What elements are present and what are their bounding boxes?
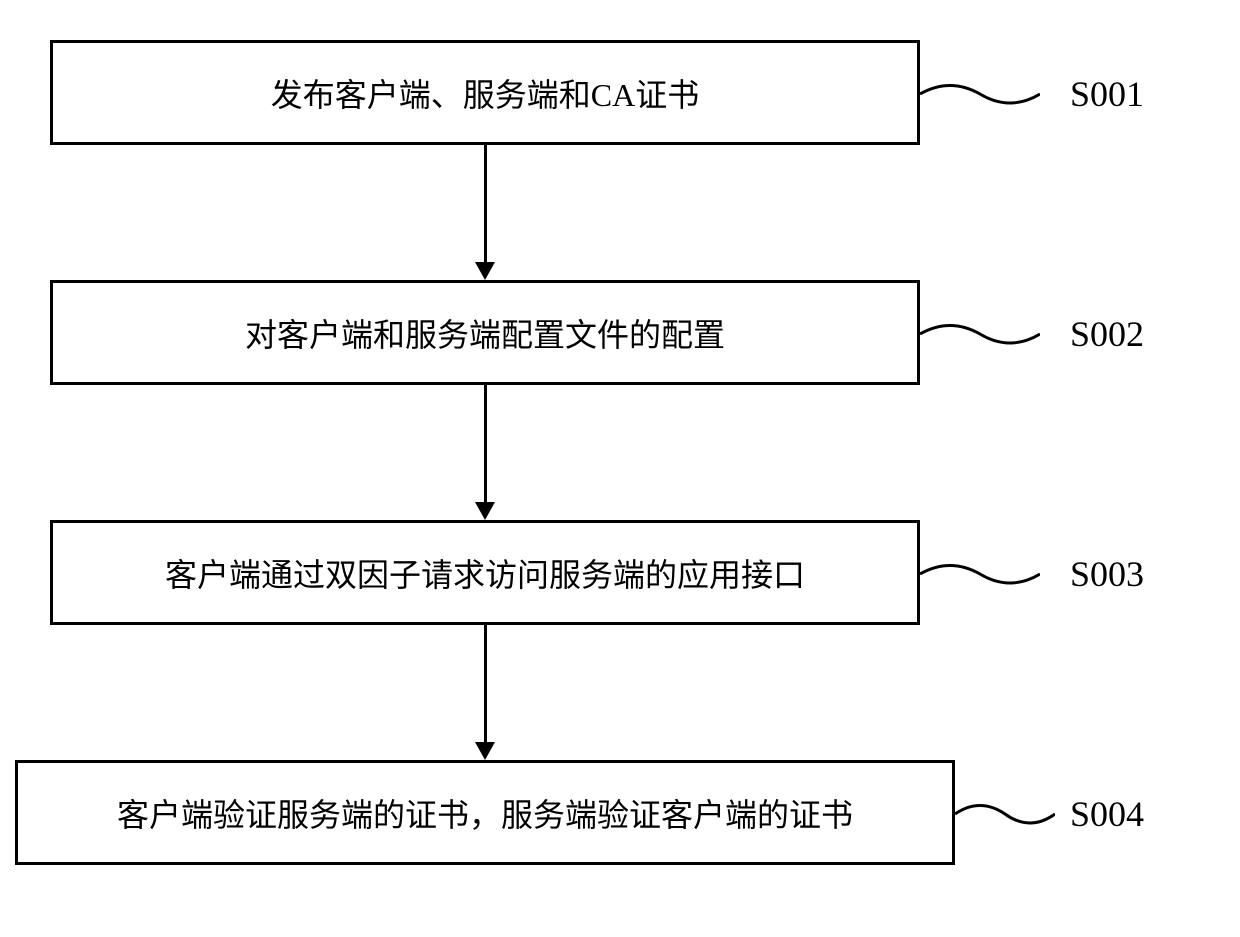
step-label-s004: S004 <box>1070 793 1144 835</box>
connector-squiggle-icon <box>920 72 1040 117</box>
flow-node-s001: 发布客户端、服务端和CA证书 <box>50 40 920 145</box>
step-label-s001: S001 <box>1070 73 1144 115</box>
arrow-down-icon <box>475 742 495 760</box>
flow-node-s003: 客户端通过双因子请求访问服务端的应用接口 <box>50 520 920 625</box>
arrow-line <box>484 385 487 503</box>
flow-node-text: 客户端验证服务端的证书，服务端验证客户端的证书 <box>117 790 853 836</box>
arrow-line <box>484 625 487 743</box>
flow-node-text: 对客户端和服务端配置文件的配置 <box>245 310 725 356</box>
connector-squiggle-icon <box>920 552 1040 597</box>
step-label-s003: S003 <box>1070 553 1144 595</box>
arrow-down-icon <box>475 262 495 280</box>
flow-node-text: 客户端通过双因子请求访问服务端的应用接口 <box>165 550 805 596</box>
step-label-s002: S002 <box>1070 313 1144 355</box>
arrow-down-icon <box>475 502 495 520</box>
connector-squiggle-icon <box>955 792 1055 837</box>
flow-node-text: 发布客户端、服务端和CA证书 <box>271 70 699 116</box>
flow-node-s004: 客户端验证服务端的证书，服务端验证客户端的证书 <box>15 760 955 865</box>
connector-squiggle-icon <box>920 312 1040 357</box>
flow-node-s002: 对客户端和服务端配置文件的配置 <box>50 280 920 385</box>
arrow-line <box>484 145 487 263</box>
